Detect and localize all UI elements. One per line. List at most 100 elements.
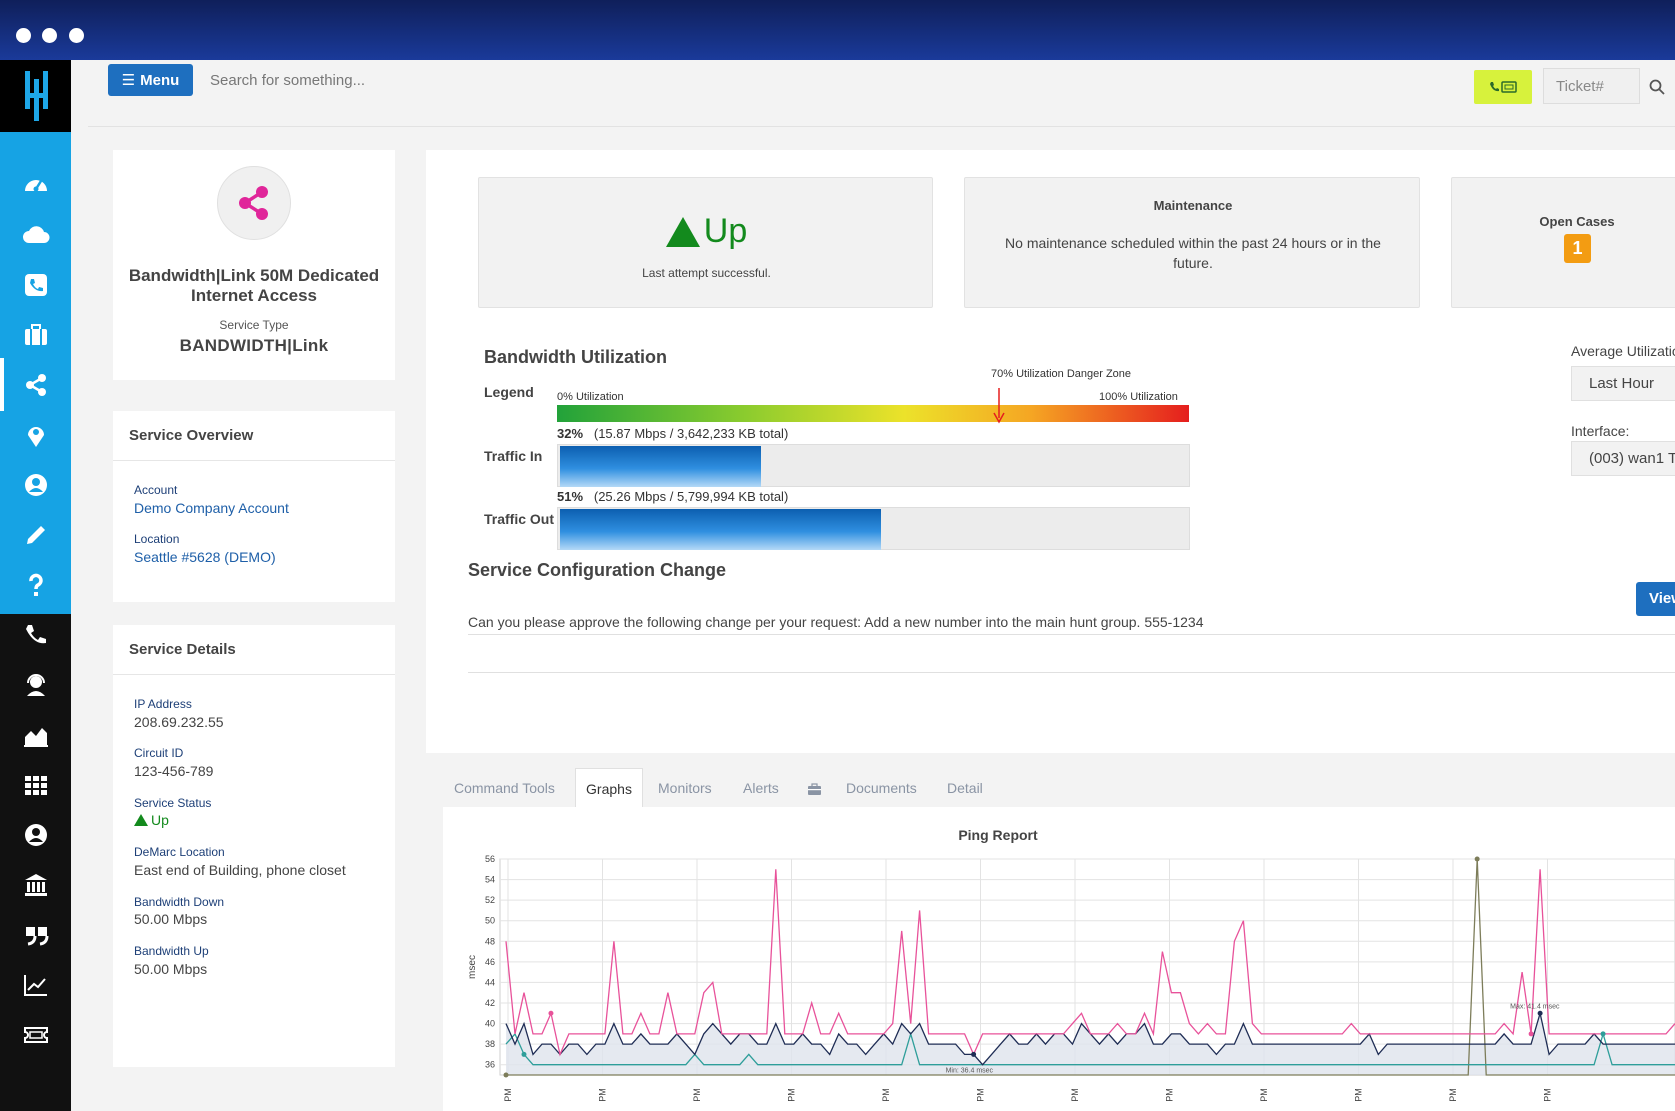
quote-icon [25, 926, 48, 945]
y-tick-label: 56 [485, 854, 495, 864]
x-tick-label: PM [692, 1088, 702, 1102]
series-line [505, 1031, 1675, 1066]
ticket-search-button[interactable] [1642, 72, 1672, 102]
sidebar-item-tickets[interactable] [0, 1008, 71, 1061]
bandwidth-up-label: Bandwidth Up [134, 944, 209, 958]
config-change-divider [468, 672, 1675, 673]
window-minimize-dot[interactable] [42, 28, 57, 43]
view-button[interactable]: View [1636, 582, 1675, 616]
tab-toolbox[interactable] [807, 768, 822, 808]
ticket-number-input[interactable] [1543, 68, 1640, 104]
call-button[interactable] [1474, 70, 1532, 104]
danger-zone-arrow-icon [993, 388, 1006, 424]
series-point [1537, 1010, 1543, 1016]
y-tick-label: 36 [485, 1060, 495, 1070]
ticket-icon [23, 1026, 48, 1043]
service-type: BANDWIDTH|Link [179, 336, 329, 355]
open-cases-card[interactable]: Open Cases 1 [1451, 177, 1675, 308]
sidebar-item-calls[interactable] [0, 608, 71, 661]
config-change-divider [468, 634, 1675, 635]
account-label: Account [134, 483, 178, 497]
average-utilization-select[interactable]: Last Hour [1571, 366, 1675, 401]
demarc-label: DeMarc Location [134, 845, 225, 859]
sidebar-item-dashboard[interactable] [0, 158, 71, 211]
sidebar-item-contacts[interactable] [0, 458, 71, 511]
x-tick-label: PM [1354, 1088, 1364, 1102]
series-point [521, 1051, 527, 1057]
sidebar-item-locations[interactable] [0, 408, 71, 461]
sidebar-item-quotes[interactable] [0, 908, 71, 961]
service-summary-card: Bandwidth|Link 50M Dedicated Internet Ac… [113, 150, 395, 380]
tab-command-tools[interactable]: Command Tools [454, 780, 555, 796]
utilization-legend-bar [557, 405, 1189, 422]
line-chart-icon [23, 974, 47, 996]
y-tick-label: 40 [485, 1019, 495, 1029]
service-main-panel: Up Last attempt successful. Maintenance … [426, 150, 1675, 753]
window-close-dot[interactable] [16, 28, 31, 43]
tab-monitors[interactable]: Monitors [658, 780, 712, 796]
sidebar-active-indicator [0, 358, 4, 411]
maintenance-title: Maintenance [1153, 198, 1233, 213]
traffic-out-detail: (25.26 Mbps / 5,799,994 KB total) [593, 489, 789, 504]
app-window: ☰ Menu Bandwidth|Link 50M Dedicated Inte… [0, 60, 1675, 1111]
status-card: Up Last attempt successful. [478, 177, 933, 308]
window-maximize-dot[interactable] [69, 28, 84, 43]
panel-title: Service Details [129, 641, 236, 658]
y-tick-label: 46 [485, 957, 495, 967]
sidebar-item-network[interactable] [0, 358, 71, 411]
search-icon [1649, 79, 1665, 95]
menu-button[interactable]: ☰ Menu [108, 64, 193, 96]
traffic-in-bar [557, 444, 1190, 487]
demarc-value: East end of Building, phone closet [134, 862, 346, 878]
ip-label: IP Address [134, 697, 192, 711]
sidebar-item-reports[interactable] [0, 958, 71, 1011]
up-arrow-icon [665, 216, 700, 247]
panel-title: Service Overview [129, 427, 254, 444]
series-point [1528, 1031, 1534, 1037]
sidebar-item-cloud[interactable] [0, 208, 71, 261]
traffic-out-summary: 51% (25.26 Mbps / 5,799,994 KB total) [557, 489, 788, 504]
panel-divider [113, 674, 395, 675]
app-logo[interactable] [0, 60, 71, 132]
service-details-panel: Service Details IP Address 208.69.232.55… [113, 625, 395, 1067]
sidebar-item-edit[interactable] [0, 508, 71, 561]
circuit-value: 123-456-789 [134, 763, 214, 779]
share-icon [239, 186, 268, 220]
bandwidth-down-value: 50.00 Mbps [134, 911, 208, 927]
series-point [1600, 1031, 1606, 1037]
account-link[interactable]: Demo Company Account [134, 500, 289, 516]
open-cases-badge[interactable]: 1 [1564, 234, 1591, 263]
sidebar-item-apps[interactable] [0, 758, 71, 811]
interface-select[interactable]: (003) wan1 T [1571, 441, 1675, 476]
bandwidth-up-value: 50.00 Mbps [134, 961, 208, 977]
phone-square-icon [24, 273, 47, 296]
chart-title: Ping Report [958, 827, 1038, 843]
sidebar-item-analytics[interactable] [0, 708, 71, 761]
x-tick-label: PM [976, 1088, 986, 1102]
average-utilization-label: Average Utilization [1571, 343, 1675, 359]
full-utilization-label: 100% Utilization [1099, 391, 1178, 403]
service-overview-panel: Service Overview Account Demo Company Ac… [113, 411, 395, 602]
hamburger-icon: ☰ [121, 72, 136, 89]
config-change-title: Service Configuration Change [468, 560, 727, 580]
sidebar-item-help[interactable] [0, 558, 71, 611]
sidebar-item-voice[interactable] [0, 258, 71, 311]
open-cases-title: Open Cases [1539, 214, 1615, 229]
zero-utilization-label: 0% Utilization [557, 391, 624, 403]
search-input[interactable] [200, 64, 700, 96]
tab-graphs[interactable]: Graphs [575, 768, 643, 808]
sidebar-item-services[interactable] [0, 308, 71, 361]
tab-detail[interactable]: Detail [947, 780, 983, 796]
tab-documents[interactable]: Documents [846, 780, 917, 796]
x-tick-label: PM [503, 1088, 513, 1102]
sidebar-item-users[interactable] [0, 808, 71, 861]
sidebar-item-support[interactable] [0, 658, 71, 711]
y-axis-label: msec [467, 955, 478, 979]
pencil-icon [26, 525, 45, 544]
y-tick-label: 54 [485, 875, 495, 885]
x-tick-label: PM [1070, 1088, 1080, 1102]
tab-alerts[interactable]: Alerts [743, 780, 779, 796]
location-link[interactable]: Seattle #5628 (DEMO) [134, 549, 276, 565]
x-tick-label: PM [1448, 1088, 1458, 1102]
sidebar-item-billing[interactable] [0, 858, 71, 911]
